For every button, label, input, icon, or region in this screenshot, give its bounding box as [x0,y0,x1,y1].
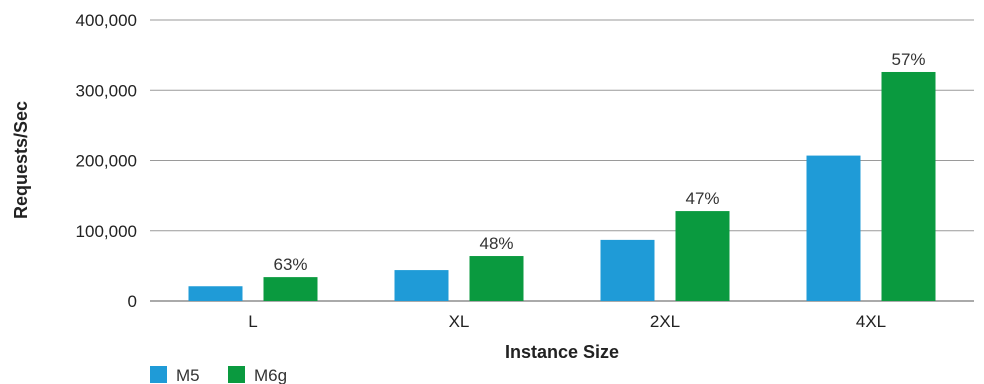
bar-m5-l [188,286,243,301]
x-tick-label: L [248,312,257,331]
data-label: 48% [479,234,513,253]
bar-m5-2xl [600,239,655,301]
y-tick-label: 100,000 [76,222,137,241]
y-axis-ticks: 0 100,000 200,000 300,000 400,000 [76,11,137,311]
legend-label-m5: M5 [176,366,200,384]
bar-m5-xl [394,270,449,301]
legend-swatch-m6g [228,366,245,383]
data-labels: 63% 48% 47% 57% [273,50,925,274]
y-tick-label: 200,000 [76,152,137,171]
y-tick-label: 300,000 [76,81,137,100]
y-axis-title: Requests/Sec [11,101,31,219]
x-tick-label: XL [449,312,470,331]
bars [188,71,936,301]
bar-m6g-xl [469,256,524,301]
data-label: 57% [891,50,925,69]
data-label: 63% [273,255,307,274]
x-tick-label: 4XL [856,312,886,331]
legend-label-m6g: M6g [254,366,287,384]
y-tick-label: 400,000 [76,11,137,30]
bar-m6g-4xl [881,71,936,301]
legend-swatch-m5 [150,366,167,383]
y-tick-label: 0 [128,292,137,311]
x-axis-title: Instance Size [505,342,619,362]
bar-m6g-l [263,277,318,301]
x-axis-ticks: L XL 2XL 4XL [248,312,886,331]
bar-m6g-2xl [675,211,730,301]
data-label: 47% [685,189,719,208]
legend: M5 M6g [150,366,287,384]
x-tick-label: 2XL [650,312,680,331]
bar-m5-4xl [806,155,861,301]
